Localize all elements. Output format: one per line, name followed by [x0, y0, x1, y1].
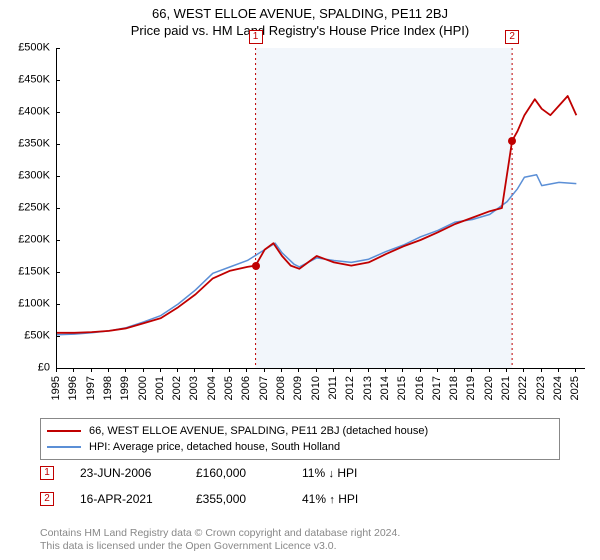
x-tick-label: 2018	[448, 376, 460, 400]
y-tick-label: £450K	[0, 75, 50, 86]
x-tick-label: 2025	[569, 376, 581, 400]
arrow-up-icon: ↑	[329, 494, 335, 506]
x-tick-label: 2006	[240, 376, 252, 400]
x-tick-label: 2004	[206, 376, 218, 400]
chart-area: 12 £0 £50K £100K £150K £200K £250K £300K £350K £…	[0, 42, 600, 412]
x-tick-label: 2014	[379, 376, 391, 400]
footer-attribution: Contains HM Land Registry data © Crown c…	[40, 527, 400, 554]
x-tick-label: 1995	[50, 376, 62, 400]
chart-container: 66, WEST ELLOE AVENUE, SPALDING, PE11 2B…	[0, 0, 600, 560]
x-tick-label: 2015	[396, 376, 408, 400]
legend-label: HPI: Average price, detached house, Sout…	[89, 441, 340, 453]
sale-dot	[252, 262, 260, 270]
sale-date: 23-JUN-2006	[80, 466, 170, 480]
x-tick-label: 2017	[431, 376, 443, 400]
chart-marker: 2	[505, 30, 519, 44]
y-tick-label: £0	[0, 363, 50, 374]
y-tick-label: £250K	[0, 203, 50, 214]
sale-row: 1 23-JUN-2006 £160,000 11% ↓ HPI	[40, 466, 357, 480]
x-tick-label: 2013	[362, 376, 374, 400]
x-tick-label: 2012	[344, 376, 356, 400]
legend-swatch	[47, 430, 81, 432]
chart-marker: 1	[249, 30, 263, 44]
legend: 66, WEST ELLOE AVENUE, SPALDING, PE11 2B…	[40, 418, 560, 460]
x-tick-label: 1997	[85, 376, 97, 400]
x-tick-label: 2022	[517, 376, 529, 400]
x-tick-label: 1996	[67, 376, 79, 400]
x-tick-label: 1998	[102, 376, 114, 400]
x-tick-label: 2010	[310, 376, 322, 400]
sale-dot	[508, 137, 516, 145]
y-tick-label: £500K	[0, 43, 50, 54]
chart-title: 66, WEST ELLOE AVENUE, SPALDING, PE11 2B…	[0, 0, 600, 21]
x-tick-label: 2002	[171, 376, 183, 400]
x-tick-label: 2009	[292, 376, 304, 400]
sale-pct: 41% ↑ HPI	[302, 492, 358, 506]
x-tick-label: 2023	[535, 376, 547, 400]
x-tick-label: 2005	[223, 376, 235, 400]
x-tick-label: 2011	[327, 376, 339, 400]
x-tick-label: 2003	[188, 376, 200, 400]
y-tick-label: £300K	[0, 171, 50, 182]
arrow-down-icon: ↓	[328, 468, 334, 480]
plot-area: 12	[56, 48, 585, 369]
legend-swatch	[47, 446, 81, 448]
x-tick-label: 2024	[552, 376, 564, 400]
x-tick-label: 2020	[483, 376, 495, 400]
x-tick-label: 2016	[414, 376, 426, 400]
legend-label: 66, WEST ELLOE AVENUE, SPALDING, PE11 2B…	[89, 425, 428, 437]
sale-price: £355,000	[196, 492, 276, 506]
sale-date: 16-APR-2021	[80, 492, 170, 506]
x-tick-label: 2021	[500, 376, 512, 400]
legend-item: HPI: Average price, detached house, Sout…	[47, 439, 553, 455]
x-tick-label: 2008	[275, 376, 287, 400]
sale-marker-icon: 1	[40, 466, 54, 480]
sale-price: £160,000	[196, 466, 276, 480]
y-tick-label: £100K	[0, 299, 50, 310]
sale-marker-icon: 2	[40, 492, 54, 506]
y-tick-label: £50K	[0, 331, 50, 342]
x-tick-label: 1999	[119, 376, 131, 400]
y-tick-label: £350K	[0, 139, 50, 150]
x-tick-label: 2001	[154, 376, 166, 400]
x-tick-label: 2000	[137, 376, 149, 400]
y-tick-label: £400K	[0, 107, 50, 118]
sale-row: 2 16-APR-2021 £355,000 41% ↑ HPI	[40, 492, 358, 506]
x-tick-label: 2019	[465, 376, 477, 400]
y-tick-label: £150K	[0, 267, 50, 278]
y-tick-label: £200K	[0, 235, 50, 246]
x-tick-label: 2007	[258, 376, 270, 400]
sale-pct: 11% ↓ HPI	[302, 466, 357, 480]
chart-svg	[57, 48, 585, 368]
legend-item: 66, WEST ELLOE AVENUE, SPALDING, PE11 2B…	[47, 423, 553, 439]
